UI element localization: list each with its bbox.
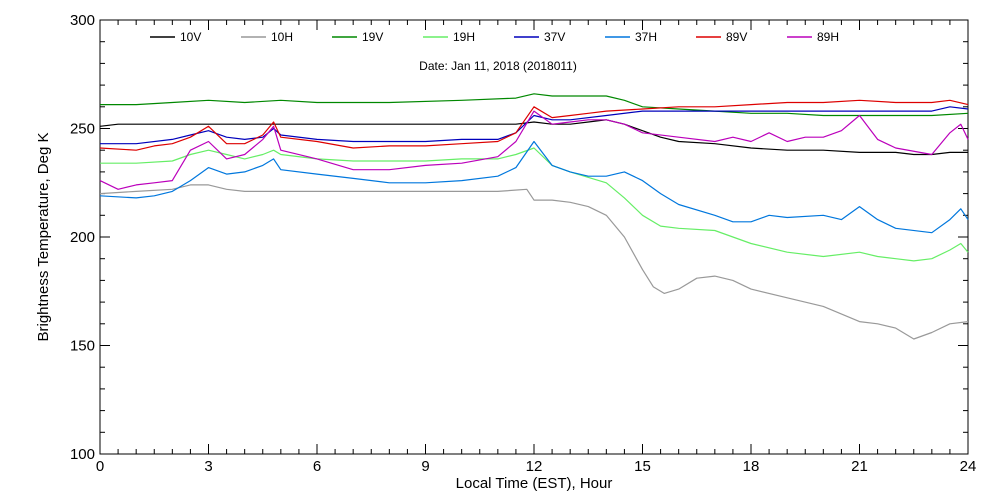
x-tick-label: 15 <box>634 458 651 475</box>
legend-label-37v: 37V <box>544 30 565 44</box>
y-axis-title: Brightness Temperature, Deg K <box>35 133 52 342</box>
series-line-37v <box>100 106 969 145</box>
plot-frame <box>99 19 969 455</box>
x-tick-label: 6 <box>313 458 321 475</box>
x-axis: 0 3 6 9 12 15 18 21 24 <box>96 20 977 475</box>
legend-label-19h: 19H <box>453 30 475 44</box>
y-axis: 100 150 200 250 300 <box>70 12 968 463</box>
y-tick-label: 250 <box>70 121 95 138</box>
legend-label-10v: 10V <box>180 30 201 44</box>
x-tick-label: 12 <box>526 458 543 475</box>
x-axis-title: Local Time (EST), Hour <box>456 475 613 492</box>
minor-ticks <box>99 19 969 455</box>
chart-title: Date: Jan 11, 2018 (2018011) <box>419 59 577 73</box>
legend: 10V 10H 19V 19H 37V 37H 89V 89H <box>150 30 839 44</box>
y-tick-label: 200 <box>70 229 95 246</box>
series-line-89v <box>99 99 969 151</box>
y-tick-label: 100 <box>70 446 95 463</box>
y-tick-label: 150 <box>70 338 95 355</box>
legend-label-89h: 89H <box>817 30 839 44</box>
legend-label-37h: 37H <box>635 30 657 44</box>
legend-label-10h: 10H <box>271 30 293 44</box>
series-line-10h <box>99 184 969 340</box>
x-tick-label: 3 <box>204 458 212 475</box>
legend-label-89v: 89V <box>726 30 747 44</box>
x-tick-label: 18 <box>743 458 760 475</box>
series-line-37h <box>99 140 969 234</box>
x-tick-label: 24 <box>960 458 977 475</box>
x-tick-label: 21 <box>851 458 868 475</box>
series-lines <box>99 93 969 340</box>
series-line-19h <box>100 147 969 262</box>
series-line-10v <box>99 119 968 156</box>
legend-label-19v: 19V <box>362 30 383 44</box>
series-line-19v <box>100 93 969 117</box>
x-tick-label: 0 <box>96 458 104 475</box>
x-tick-label: 9 <box>421 458 429 475</box>
series-line-89h <box>99 110 969 190</box>
y-tick-label: 300 <box>70 12 95 29</box>
